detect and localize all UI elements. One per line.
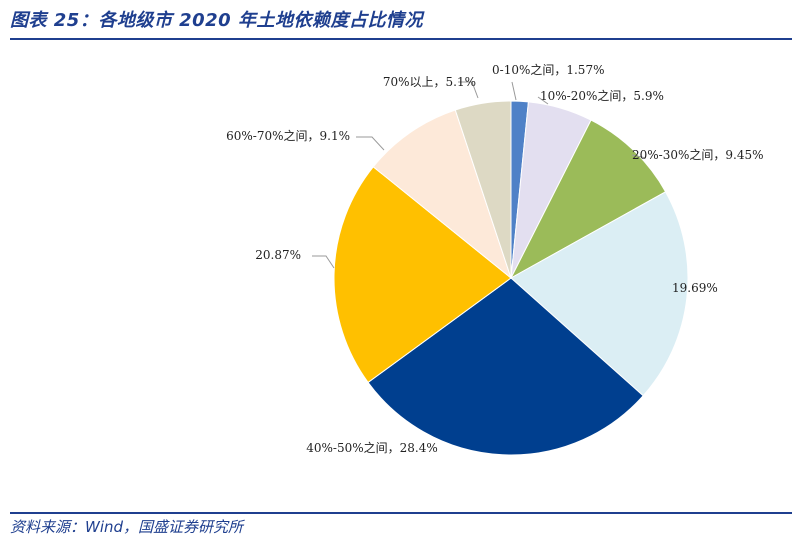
slice-label-2: 10%-20%之间，5.9% — [540, 89, 664, 103]
pie-slices — [333, 100, 689, 456]
source-note: 资料来源：Wind，国盛证券研究所 — [10, 518, 244, 536]
slice-label-1: 0-10%之间，1.57% — [492, 63, 604, 77]
figure-title: 图表 25：各地级市 2020 年土地依赖度占比情况 — [10, 10, 423, 31]
pie-slice-5 — [367, 277, 644, 456]
pie-slice-4 — [510, 191, 689, 397]
leader-lines — [312, 81, 647, 269]
leader-line-8 — [458, 81, 479, 99]
pie-slice-8 — [454, 100, 512, 279]
slice-label-6: 20.87% — [255, 248, 301, 262]
slice-label-3: 20%-30%之间，9.45% — [632, 148, 764, 162]
slice-label-5: 40%-50%之间，28.4% — [306, 441, 438, 455]
leader-line-6 — [312, 255, 335, 269]
slice-label-4: 19.69% — [672, 281, 718, 295]
pie-slice-6 — [333, 166, 512, 384]
pie-slice-3 — [509, 119, 667, 280]
leader-line-3 — [631, 154, 647, 159]
slice-label-8: 70%以上，5.1% — [383, 75, 476, 89]
leader-line-7 — [356, 136, 385, 151]
slice-labels: 0-10%之间，1.57% 10%-20%之间，5.9% 20%-30%之间，9.4… — [226, 63, 763, 455]
source-divider — [10, 512, 792, 514]
leader-line-1 — [511, 81, 517, 101]
pie-slice-7 — [372, 109, 513, 280]
title-divider — [10, 38, 792, 40]
slice-label-7: 60%-70%之间，9.1% — [226, 129, 350, 143]
leader-line-2 — [537, 96, 549, 105]
